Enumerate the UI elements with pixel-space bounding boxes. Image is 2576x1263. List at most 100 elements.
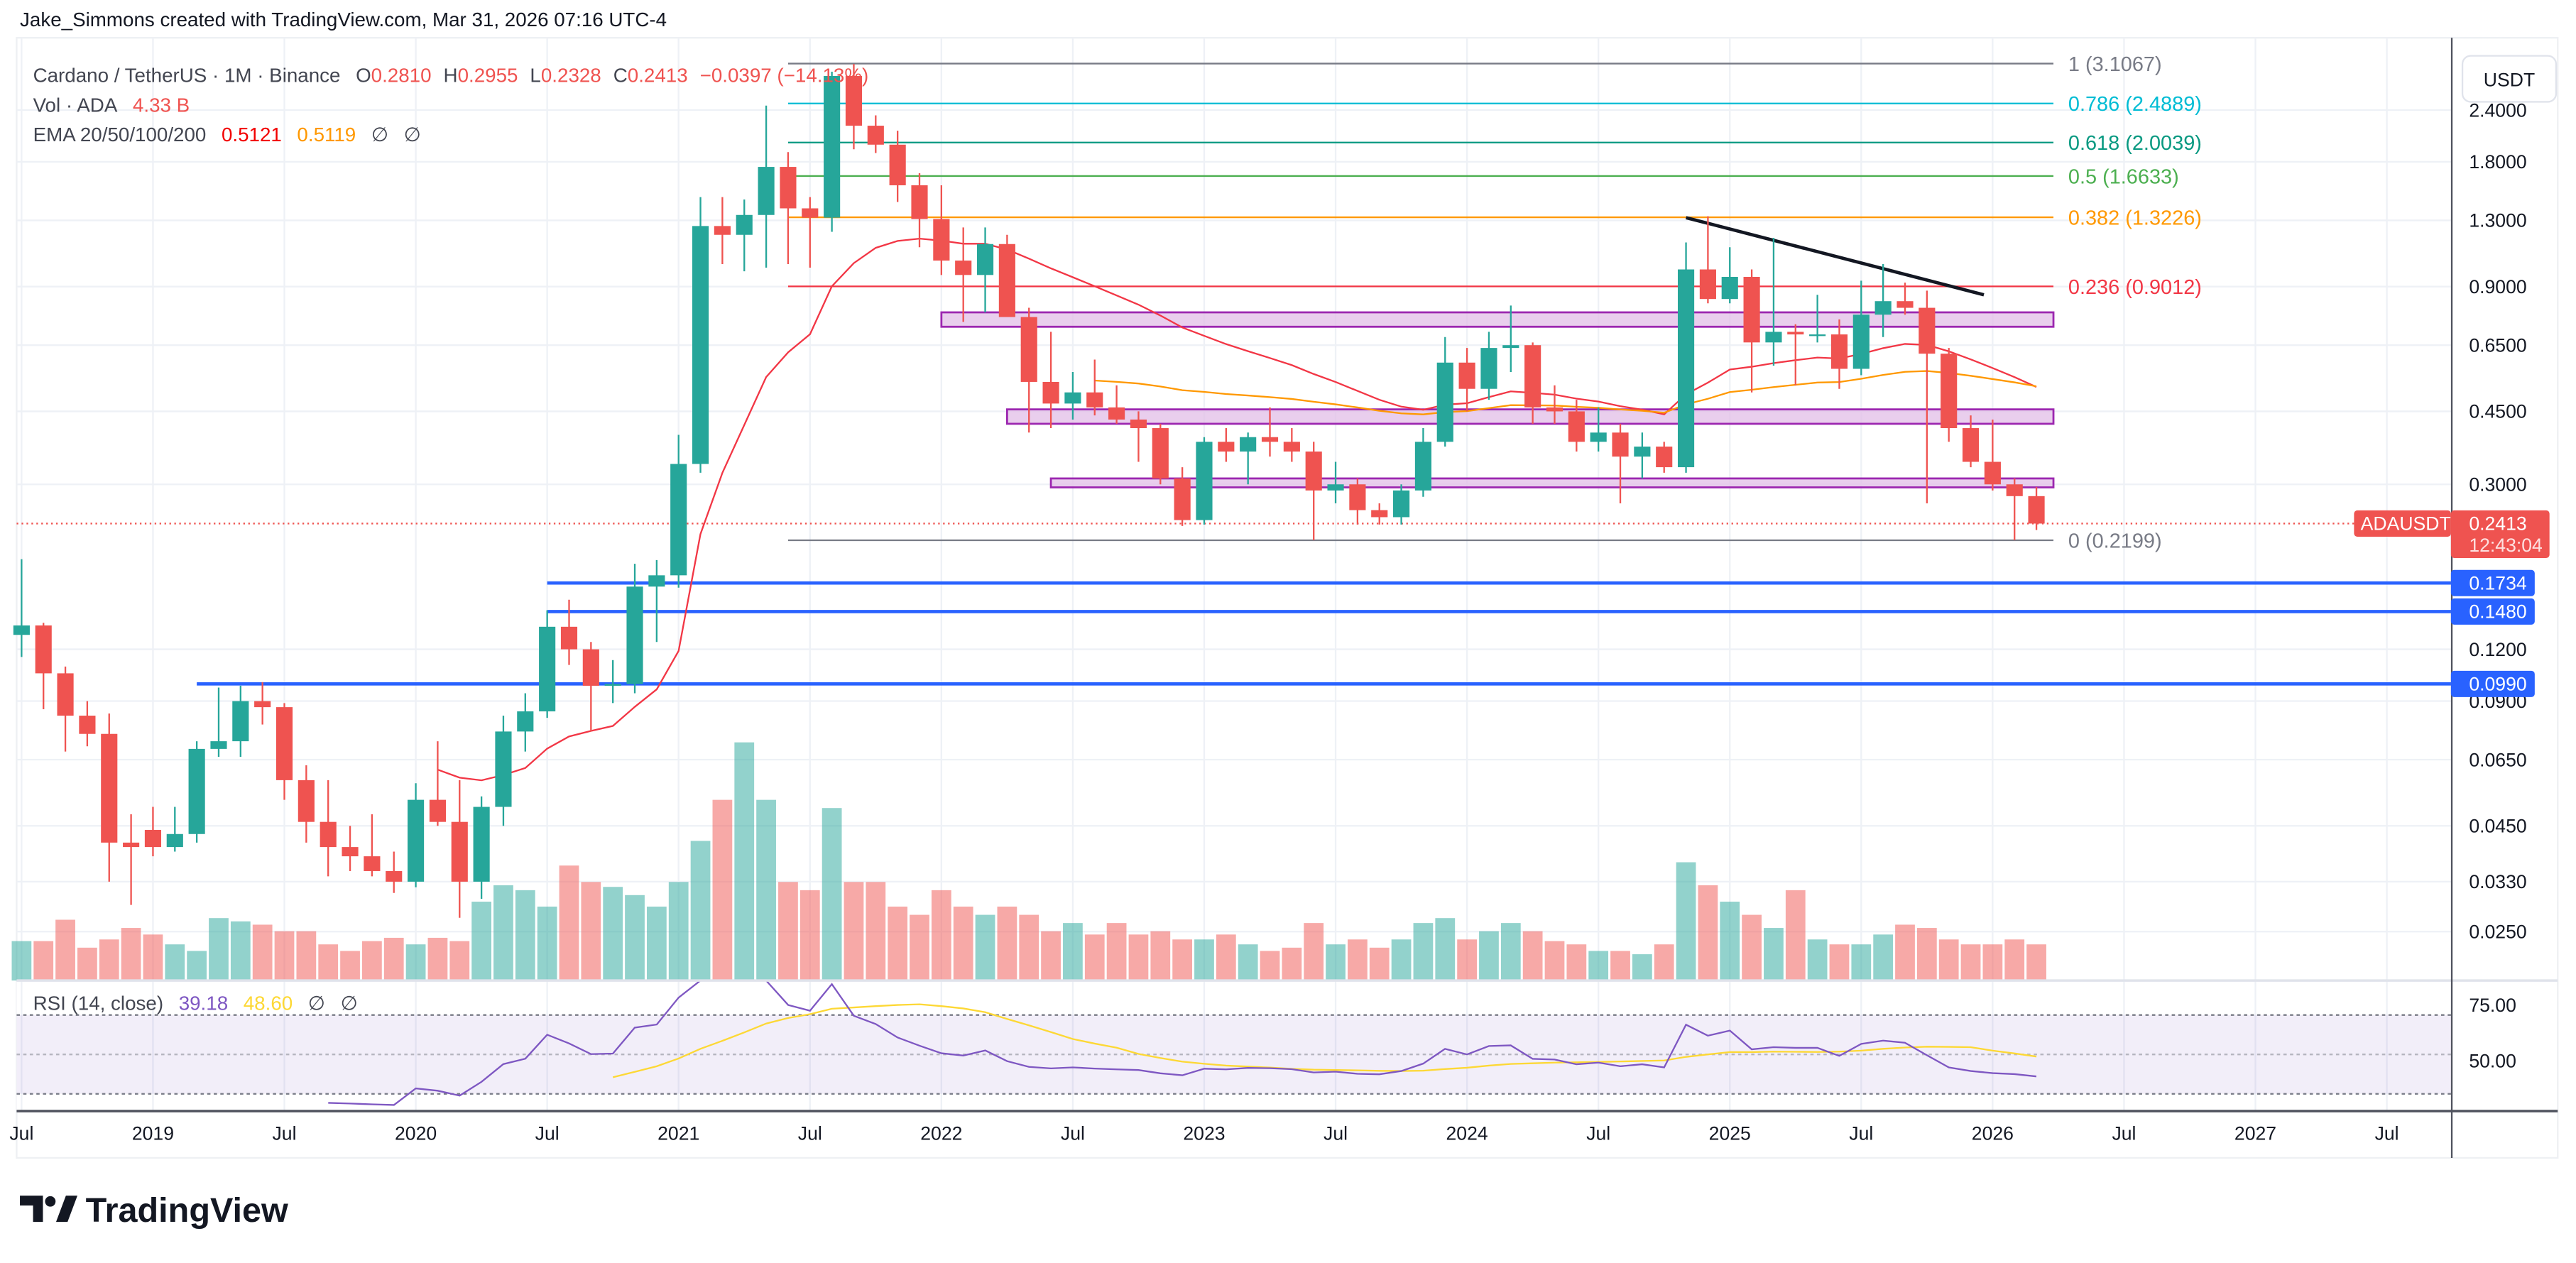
- candle[interactable]: [1634, 432, 1651, 479]
- candle[interactable]: [1743, 269, 1760, 393]
- candle[interactable]: [1699, 216, 1716, 304]
- candle[interactable]: [1787, 324, 1804, 386]
- candle[interactable]: [451, 780, 468, 918]
- candle[interactable]: [1174, 467, 1191, 526]
- candle[interactable]: [670, 434, 687, 588]
- candle[interactable]: [210, 687, 227, 758]
- candle[interactable]: [976, 227, 994, 312]
- candle[interactable]: [1152, 423, 1169, 485]
- candle[interactable]: [123, 814, 140, 905]
- candles[interactable]: [13, 64, 2045, 918]
- candle[interactable]: [386, 851, 403, 893]
- candle[interactable]: [2028, 487, 2045, 530]
- candle[interactable]: [780, 152, 797, 264]
- candle[interactable]: [1240, 432, 1257, 485]
- ema-label[interactable]: EMA 20/50/100/200: [33, 124, 207, 146]
- candle[interactable]: [517, 693, 534, 752]
- candle[interactable]: [1546, 385, 1563, 424]
- candle[interactable]: [1590, 407, 1607, 452]
- candle[interactable]: [867, 115, 884, 153]
- candle[interactable]: [1042, 332, 1059, 429]
- support-resistance-zone[interactable]: [1049, 477, 2055, 488]
- price-axis[interactable]: 2.4000 1.8000 1.3000 0.9000 0.6500 0.4500 0.30…: [2469, 99, 2526, 1071]
- candle[interactable]: [1919, 290, 1936, 503]
- candle[interactable]: [1962, 415, 1980, 468]
- rsi-label[interactable]: RSI (14, close): [33, 993, 164, 1015]
- candle[interactable]: [13, 559, 30, 657]
- candle[interactable]: [57, 666, 74, 752]
- candle[interactable]: [166, 807, 183, 852]
- candle[interactable]: [1941, 348, 1958, 442]
- candle[interactable]: [1809, 295, 1826, 343]
- candle[interactable]: [1371, 503, 1388, 525]
- candle[interactable]: [998, 234, 1015, 317]
- candle[interactable]: [626, 564, 643, 694]
- candle[interactable]: [1896, 283, 1914, 315]
- candle[interactable]: [1327, 461, 1344, 503]
- candle[interactable]: [1458, 348, 1475, 412]
- candle[interactable]: [188, 741, 205, 843]
- candle[interactable]: [889, 131, 906, 202]
- candle[interactable]: [342, 826, 359, 871]
- candle[interactable]: [560, 599, 578, 665]
- candle[interactable]: [604, 660, 621, 704]
- candle[interactable]: [1502, 305, 1519, 372]
- candle[interactable]: [582, 642, 599, 732]
- candle[interactable]: [1852, 280, 1870, 376]
- candle[interactable]: [473, 796, 490, 900]
- candle[interactable]: [232, 685, 249, 758]
- candle[interactable]: [101, 713, 118, 882]
- candle[interactable]: [714, 197, 731, 264]
- candle[interactable]: [1283, 428, 1300, 462]
- candle[interactable]: [648, 559, 665, 643]
- candle[interactable]: [955, 227, 972, 322]
- candle[interactable]: [1020, 307, 1037, 433]
- candle[interactable]: [320, 780, 337, 877]
- candle[interactable]: [1086, 359, 1103, 416]
- candle[interactable]: [79, 701, 96, 747]
- candle[interactable]: [1436, 337, 1453, 447]
- candle[interactable]: [1984, 419, 2001, 491]
- candle[interactable]: [933, 185, 950, 275]
- volume-label[interactable]: Vol · ADA: [33, 94, 118, 116]
- candle[interactable]: [758, 105, 775, 268]
- candle[interactable]: [1677, 242, 1695, 473]
- candle[interactable]: [1830, 319, 1848, 389]
- drawings[interactable]: 1 (3.1067) 0.786 (2.4889) 0.618 (2.0039) 0.…: [16, 53, 2451, 686]
- candle[interactable]: [275, 703, 293, 800]
- candle[interactable]: [1349, 478, 1366, 525]
- symbol-name[interactable]: Cardano / TetherUS · 1M · Binance: [33, 65, 341, 87]
- candle[interactable]: [539, 610, 556, 718]
- candle[interactable]: [1108, 385, 1125, 424]
- candle[interactable]: [144, 807, 162, 857]
- candle[interactable]: [2006, 478, 2023, 540]
- tradingview-logo[interactable]: TradingView: [20, 1191, 288, 1230]
- candle[interactable]: [692, 197, 709, 473]
- candle[interactable]: [1064, 371, 1081, 420]
- candle[interactable]: [429, 741, 446, 826]
- candle[interactable]: [1874, 263, 1892, 337]
- candle[interactable]: [1568, 400, 1585, 452]
- candle[interactable]: [1305, 442, 1322, 540]
- trendline[interactable]: [1685, 216, 1985, 297]
- candle[interactable]: [408, 783, 425, 887]
- currency-button[interactable]: USDT: [2461, 55, 2558, 103]
- candle[interactable]: [35, 623, 52, 710]
- candle[interactable]: [1196, 437, 1213, 525]
- candle[interactable]: [1765, 238, 1782, 366]
- candle[interactable]: [1524, 342, 1541, 424]
- candle[interactable]: [1656, 442, 1673, 473]
- candle[interactable]: [1480, 332, 1497, 400]
- candle[interactable]: [1393, 484, 1410, 525]
- support-resistance-zone[interactable]: [1005, 408, 2055, 425]
- candle[interactable]: [298, 765, 315, 843]
- support-resistance-zone[interactable]: [940, 311, 2055, 328]
- time-axis[interactable]: Jul 2019 Jul 2020 Jul 2021 Jul 2022 Jul 2023 Jul 20…: [9, 1122, 2398, 1144]
- candle[interactable]: [1612, 423, 1629, 503]
- candle[interactable]: [364, 814, 381, 877]
- candle[interactable]: [1414, 428, 1431, 497]
- candle[interactable]: [1721, 247, 1738, 304]
- candle[interactable]: [911, 173, 928, 248]
- candle[interactable]: [824, 71, 841, 232]
